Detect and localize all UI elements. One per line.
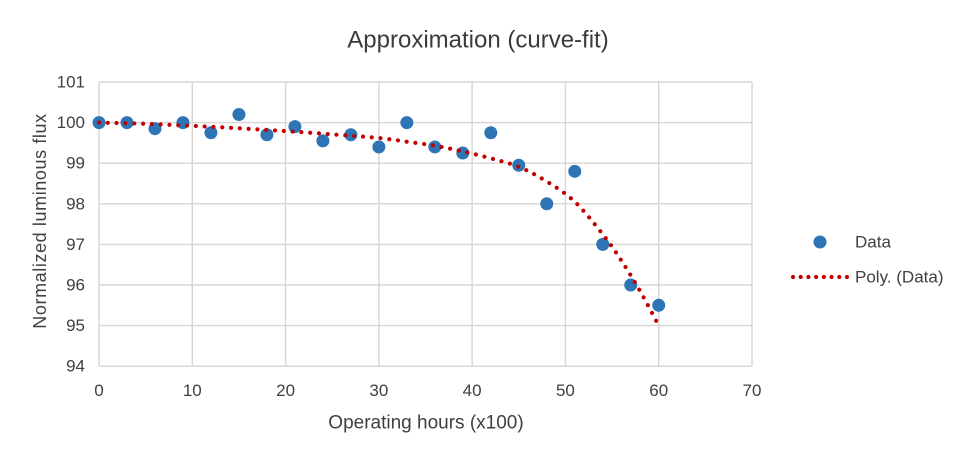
x-tick-label: 10	[183, 381, 202, 400]
x-tick-label: 70	[743, 381, 762, 400]
x-tick-label: 40	[463, 381, 482, 400]
legend-data-label: Data	[855, 233, 891, 252]
y-tick-label: 98	[66, 194, 85, 213]
data-point	[372, 140, 386, 154]
y-tick-label: 95	[66, 316, 85, 335]
data-point	[316, 134, 330, 148]
chart-title: Approximation (curve-fit)	[347, 27, 608, 54]
data-point	[232, 107, 246, 121]
y-axis-title: Normalized luminous flux	[30, 113, 50, 328]
data-point	[428, 140, 442, 154]
legend-poly-label: Poly. (Data)	[855, 268, 944, 287]
y-tick-label: 101	[57, 73, 85, 92]
trendline-layer	[96, 120, 661, 328]
polynomial-trendline	[96, 120, 661, 328]
y-tick-label: 99	[66, 154, 85, 173]
x-tick-label: 60	[649, 381, 668, 400]
data-point	[204, 126, 218, 140]
data-points-layer	[92, 107, 666, 312]
data-point	[568, 164, 582, 178]
y-tick-label: 96	[66, 276, 85, 295]
x-tick-label: 50	[556, 381, 575, 400]
data-point	[260, 128, 274, 142]
y-tick-label: 97	[66, 235, 85, 254]
x-tick-label: 20	[276, 381, 295, 400]
gridlines-layer	[98, 81, 753, 367]
legend-data-marker-icon	[813, 235, 827, 249]
x-tick-label: 0	[94, 381, 103, 400]
data-point	[400, 116, 414, 130]
legend: Data Poly. (Data)	[790, 233, 944, 287]
x-tick-label: 30	[369, 381, 388, 400]
data-point	[288, 120, 302, 134]
y-tick-label: 94	[66, 357, 85, 376]
data-point	[540, 197, 554, 211]
x-axis-title: Operating hours (x100)	[328, 413, 523, 434]
y-tick-label: 100	[57, 113, 85, 132]
data-point	[652, 298, 666, 312]
data-point	[596, 237, 610, 251]
data-point	[484, 126, 498, 140]
